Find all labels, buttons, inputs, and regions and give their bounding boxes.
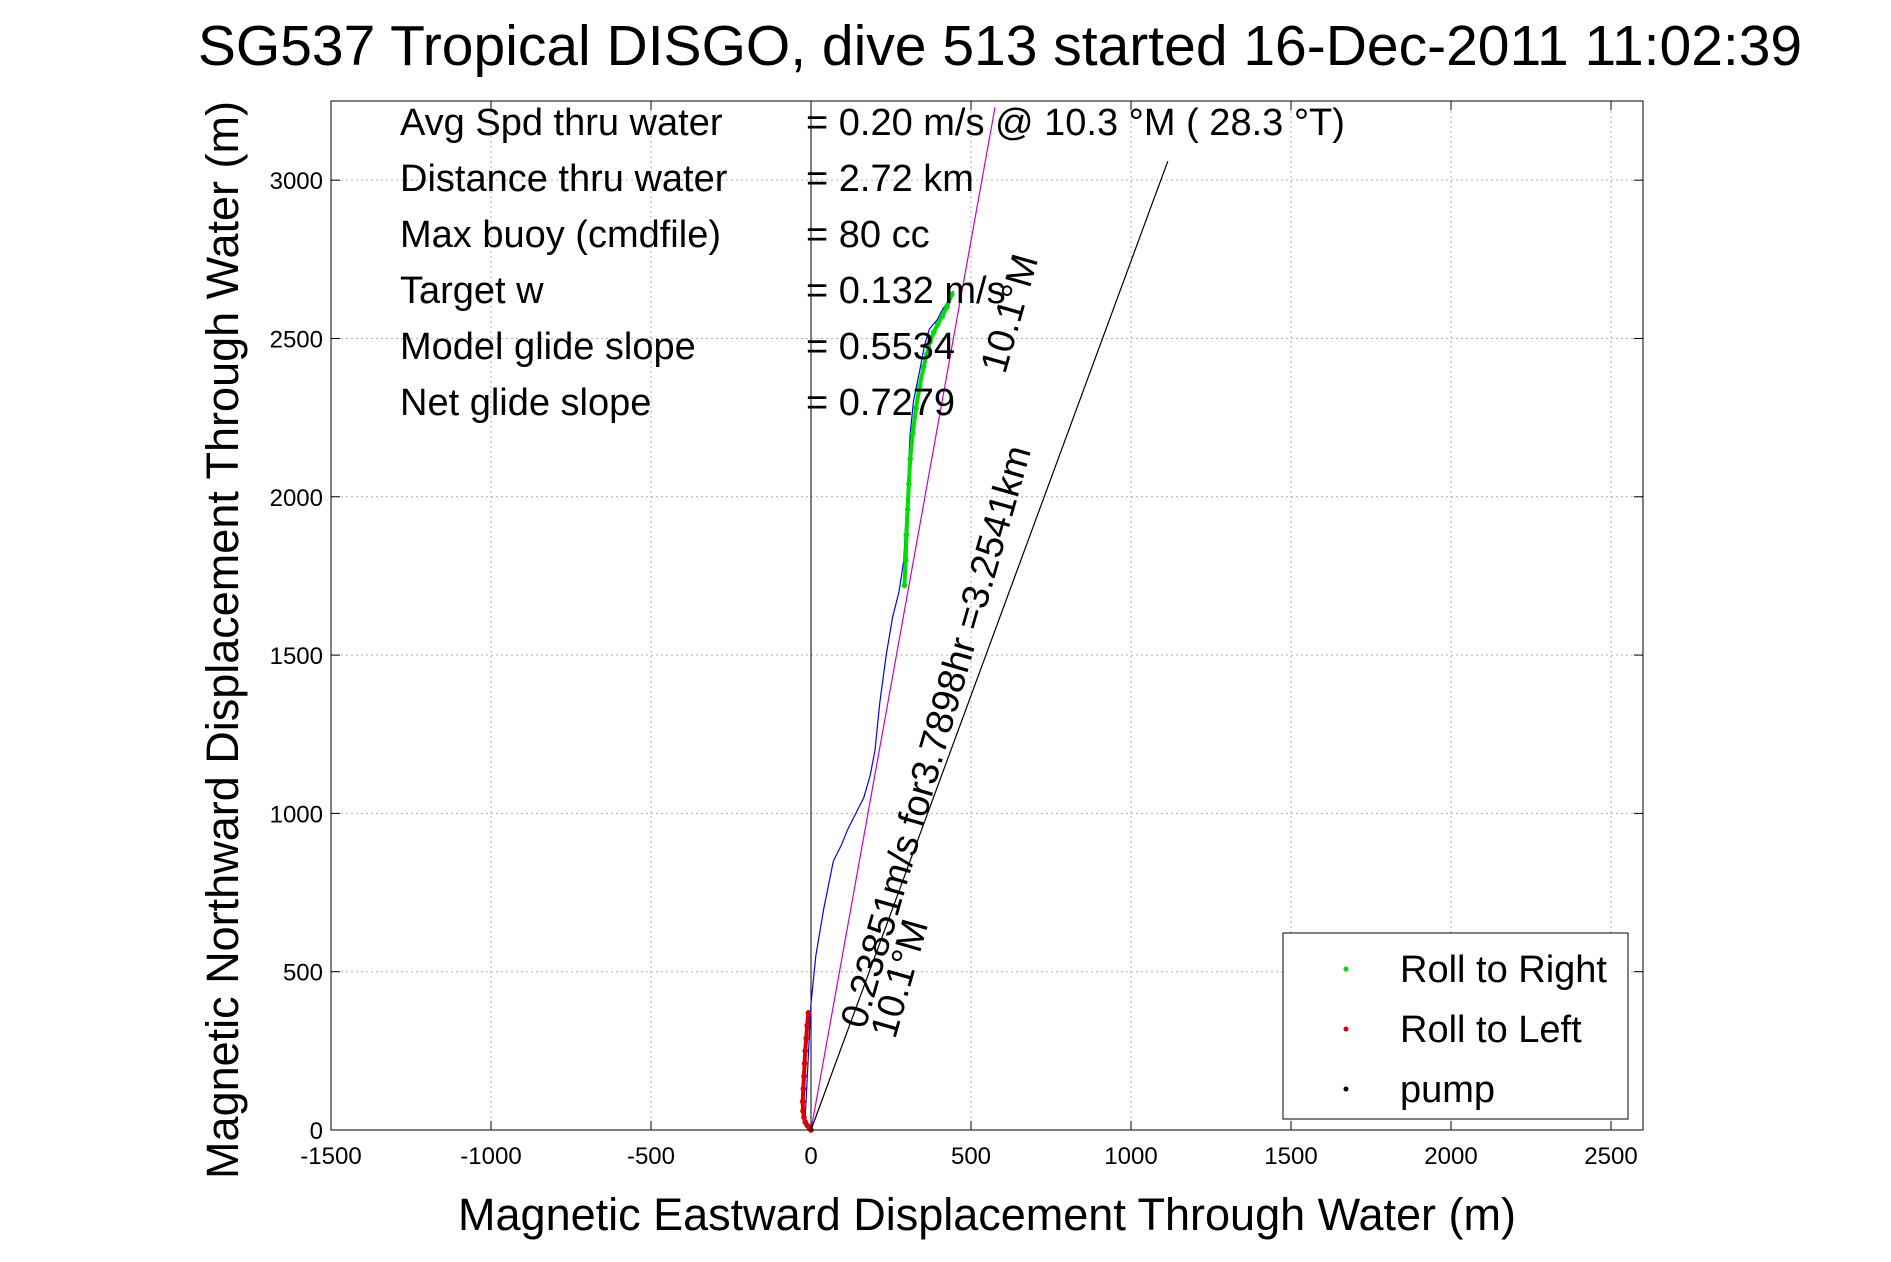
legend-label: Roll to Right (1400, 949, 1607, 991)
x-tick-label: -500 (627, 1143, 675, 1170)
x-tick-label: 1000 (1104, 1143, 1157, 1170)
x-tick-label: 0 (804, 1143, 817, 1170)
roll-right-point (949, 291, 955, 297)
y-tick-label: 1000 (270, 801, 323, 828)
roll-left-point (803, 1035, 809, 1041)
legend-marker (1343, 1026, 1349, 1032)
roll-right-point (903, 531, 910, 538)
roll-left-point (800, 1086, 807, 1092)
track-series (804, 290, 954, 1131)
roll-left-point (800, 1108, 806, 1114)
roll-right-point (909, 430, 916, 437)
x-axis-label: Magnetic Eastward Displacement Through W… (458, 1189, 1516, 1240)
x-tick-label: -1500 (300, 1143, 361, 1170)
roll-right-point (931, 329, 937, 335)
y-tick-label: 1500 (270, 643, 323, 670)
roll-right-point (917, 383, 923, 389)
stat-label: Net glide slope (400, 382, 651, 424)
stat-label: Distance thru water (400, 158, 728, 200)
roll-right-point (927, 338, 933, 345)
data-layer (799, 101, 1169, 1133)
roll-left-point (802, 1048, 809, 1054)
plot-border (330, 100, 1644, 1131)
y-tick-label: 2500 (270, 326, 323, 353)
roll-right-point (906, 481, 912, 487)
roll-right-point (924, 351, 930, 358)
stat-value: = 2.72 km (806, 158, 974, 200)
stat-value: = 80 cc (806, 214, 930, 256)
roll-right-point (920, 364, 927, 370)
stat-value: = 0.5534 (806, 326, 955, 368)
legend-marker (1343, 966, 1349, 972)
x-tick-label: 500 (951, 1143, 991, 1170)
stat-label: Max buoy (cmdfile) (400, 214, 721, 256)
chart-title: SG537 Tropical DISGO, dive 513 started 1… (198, 14, 1802, 78)
current-line-series (810, 160, 1169, 1131)
roll-left-point (799, 1098, 806, 1105)
roll-right-point (934, 321, 941, 328)
roll-right-point (944, 304, 950, 310)
legend-label: Roll to Left (1400, 1009, 1582, 1051)
y-axis-label: Magnetic Northward Displacement Through … (197, 101, 248, 1179)
x-tick-label: 2000 (1424, 1143, 1477, 1170)
roll-right-point (902, 557, 909, 563)
y-tick-label: 0 (310, 1118, 323, 1145)
legend-label: pump (1400, 1069, 1495, 1111)
legend: Roll to Right Roll to Left pump (1282, 932, 1629, 1120)
roll-left-point (801, 1060, 808, 1067)
stats-panel: Avg Spd thru water = 0.20 m/s @ 10.3 °M (… (400, 102, 1345, 424)
x-tick-label: 2500 (1584, 1143, 1637, 1170)
x-tick-label: -1000 (460, 1143, 521, 1170)
roll-right-point (939, 313, 945, 320)
stat-value: = 0.132 m/s (806, 270, 1006, 312)
stat-label: Model glide slope (400, 326, 696, 368)
heading-line-series (810, 107, 996, 1131)
roll-left-point (801, 1073, 807, 1079)
roll-right-point (901, 582, 908, 589)
roll-left-point (801, 1114, 807, 1121)
y-tick-label: 2000 (270, 485, 323, 512)
x-tick-label: 1500 (1264, 1143, 1317, 1170)
plot-area: -1500 -1000 -500 0 500 1000 1500 2000 2500 0 500 10… (270, 100, 1644, 1170)
roll-left-point (805, 1010, 812, 1016)
y-tick-label: 500 (283, 960, 323, 987)
stat-label: Target w (400, 270, 544, 312)
legend-marker (1343, 1086, 1349, 1092)
stat-value: = 0.7279 (806, 382, 955, 424)
stat-label: Avg Spd thru water (400, 102, 723, 144)
roll-left-point (804, 1022, 810, 1029)
roll-right-point (913, 405, 919, 411)
stat-value: = 0.20 m/s @ 10.3 °M ( 28.3 °T) (806, 102, 1345, 144)
roll-right-point (904, 506, 911, 513)
y-tick-label: 3000 (270, 168, 323, 195)
legend-box (1282, 932, 1629, 1120)
roll-right-point (907, 455, 913, 462)
axis-ticks: -1500 -1000 -500 0 500 1000 1500 2000 2500 0 500 10… (270, 101, 1643, 1170)
